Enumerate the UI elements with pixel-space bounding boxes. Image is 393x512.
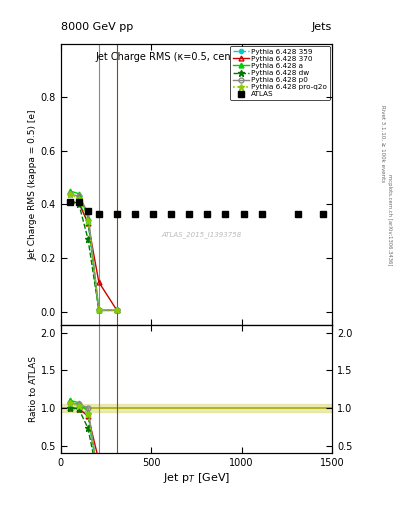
ATLAS [321, 211, 325, 217]
Pythia 6.428 pro-q2o [68, 190, 72, 197]
ATLAS [97, 211, 101, 217]
ATLAS [223, 211, 228, 217]
Pythia 6.428 359 [77, 199, 81, 205]
ATLAS [86, 208, 90, 214]
Line: Pythia 6.428 370: Pythia 6.428 370 [68, 199, 119, 313]
Text: ATLAS_2015_I1393758: ATLAS_2015_I1393758 [162, 231, 242, 239]
Pythia 6.428 dw [77, 201, 81, 207]
ATLAS [68, 199, 72, 205]
ATLAS [151, 211, 156, 217]
Line: Pythia 6.428 dw: Pythia 6.428 dw [67, 199, 120, 313]
Text: Jets: Jets [312, 22, 332, 32]
Pythia 6.428 370 [115, 307, 119, 313]
Pythia 6.428 370 [77, 200, 81, 206]
Pythia 6.428 359 [86, 220, 90, 226]
Pythia 6.428 a [68, 188, 72, 194]
Pythia 6.428 pro-q2o [77, 196, 81, 202]
Pythia 6.428 359 [97, 307, 101, 313]
Pythia 6.428 dw [86, 236, 90, 242]
Y-axis label: Ratio to ATLAS: Ratio to ATLAS [29, 356, 38, 422]
ATLAS [115, 211, 119, 217]
Pythia 6.428 a [86, 215, 90, 221]
Line: Pythia 6.428 p0: Pythia 6.428 p0 [68, 191, 119, 313]
Pythia 6.428 370 [97, 279, 101, 285]
ATLAS [241, 211, 246, 217]
Pythia 6.428 359 [115, 307, 119, 313]
Text: 8000 GeV pp: 8000 GeV pp [61, 22, 133, 32]
Pythia 6.428 370 [86, 220, 90, 226]
ATLAS [259, 211, 264, 217]
ATLAS [77, 199, 81, 205]
Text: Rivet 3.1.10, ≥ 100k events: Rivet 3.1.10, ≥ 100k events [381, 105, 386, 182]
ATLAS [169, 211, 174, 217]
Bar [61, 404, 332, 412]
Pythia 6.428 dw [115, 307, 119, 313]
Pythia 6.428 dw [68, 199, 72, 205]
Legend: Pythia 6.428 359, Pythia 6.428 370, Pythia 6.428 a, Pythia 6.428 dw, Pythia 6.42: Pythia 6.428 359, Pythia 6.428 370, Pyth… [230, 46, 330, 100]
Pythia 6.428 p0 [68, 190, 72, 197]
X-axis label: Jet p$_T$ [GeV]: Jet p$_T$ [GeV] [163, 471, 230, 485]
Pythia 6.428 dw [97, 307, 101, 313]
Pythia 6.428 p0 [97, 307, 101, 313]
Line: ATLAS: ATLAS [67, 199, 326, 217]
Line: Pythia 6.428 359: Pythia 6.428 359 [68, 200, 119, 312]
Pythia 6.428 p0 [115, 307, 119, 313]
ATLAS [296, 211, 300, 217]
Line: Pythia 6.428 a: Pythia 6.428 a [68, 188, 119, 313]
Text: mcplots.cern.ch [arXiv:1306.3436]: mcplots.cern.ch [arXiv:1306.3436] [387, 175, 391, 266]
ATLAS [205, 211, 210, 217]
ATLAS [133, 211, 138, 217]
Pythia 6.428 p0 [86, 209, 90, 216]
Pythia 6.428 a [97, 307, 101, 313]
Line: Pythia 6.428 pro-q2o: Pythia 6.428 pro-q2o [67, 190, 120, 313]
Pythia 6.428 359 [68, 199, 72, 205]
Pythia 6.428 370 [68, 199, 72, 205]
ATLAS [187, 211, 192, 217]
Pythia 6.428 p0 [77, 194, 81, 200]
Pythia 6.428 pro-q2o [97, 307, 101, 313]
Text: Jet Charge RMS (κ=0.5, central, η| < 2.1): Jet Charge RMS (κ=0.5, central, η| < 2.1… [96, 52, 297, 62]
Pythia 6.428 a [77, 190, 81, 197]
Pythia 6.428 pro-q2o [115, 307, 119, 313]
Pythia 6.428 a [115, 307, 119, 313]
Y-axis label: Jet Charge RMS (kappa = 0.5) [e]: Jet Charge RMS (kappa = 0.5) [e] [29, 109, 38, 260]
Pythia 6.428 pro-q2o [86, 218, 90, 224]
